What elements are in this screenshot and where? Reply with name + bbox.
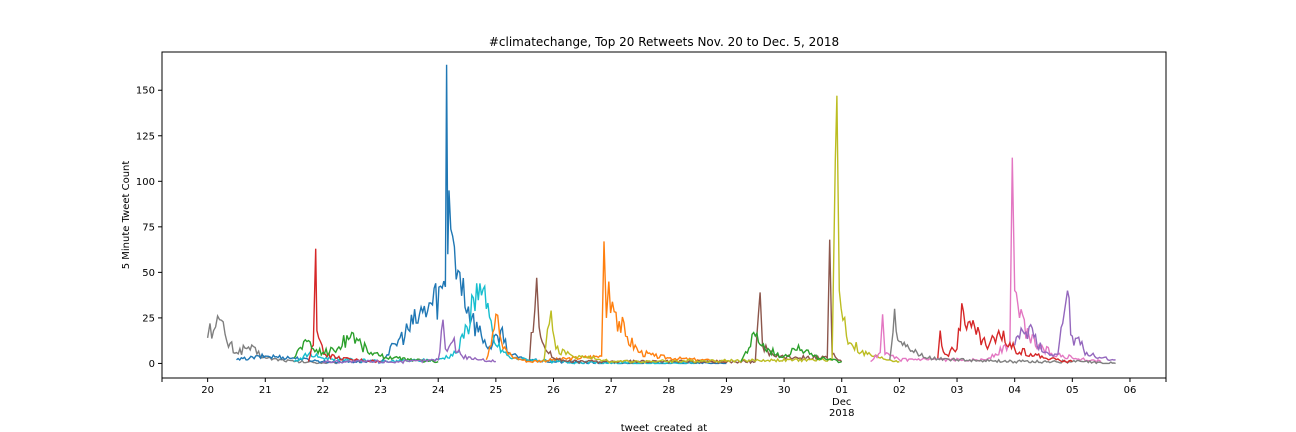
series-line-14: [1014, 290, 1116, 362]
x-tick-label: 28: [662, 385, 675, 396]
x-tick-label: 02: [893, 385, 906, 396]
plot-frame: [161, 51, 1167, 379]
series-line-1: [206, 313, 338, 365]
chart-title: #climatechange, Top 20 Retweets Nov. 20 …: [489, 35, 839, 49]
series-line-3: [293, 283, 698, 365]
series-line-6: [322, 319, 496, 365]
x-tick-label: 20: [201, 385, 214, 396]
x-tick-sublabel: Dec: [832, 397, 851, 408]
plot-area: [206, 64, 1116, 365]
series-line-4: [307, 248, 381, 364]
series-line-5: [293, 331, 439, 364]
x-tick-label: 23: [374, 385, 387, 396]
x-tick-sublabel: 2018: [829, 408, 854, 419]
y-tick-label: 75: [142, 222, 155, 233]
x-tick-label: 05: [1066, 385, 1079, 396]
x-tick-label: 29: [720, 385, 733, 396]
series-line-13: [937, 303, 1073, 364]
x-tick-label: 03: [951, 385, 964, 396]
x-tick-label: 24: [432, 385, 445, 396]
series-line-7: [485, 241, 727, 364]
x-tick-label: 06: [1124, 385, 1137, 396]
x-tick-label: 04: [1008, 385, 1021, 396]
y-tick-label: 25: [142, 313, 155, 324]
x-tick-label: 01: [835, 385, 848, 396]
x-tick-label: 30: [778, 385, 791, 396]
y-tick-label: 50: [142, 268, 155, 279]
series-line-10: [740, 331, 842, 364]
x-tick-label: 21: [259, 385, 272, 396]
y-axis-label: 5 Minute Tweet Count: [121, 161, 132, 270]
y-tick-label: 100: [136, 177, 155, 188]
y-tick-label: 150: [136, 86, 155, 97]
x-tick-label: 26: [547, 385, 560, 396]
series-line-2: [236, 64, 727, 365]
series-line-11: [870, 157, 1102, 364]
x-tick-label: 22: [317, 385, 330, 396]
series-line-12: [889, 308, 1116, 365]
series-line-8: [528, 239, 843, 365]
x-tick-label: 25: [489, 385, 502, 396]
y-tick-label: 125: [136, 131, 155, 142]
series-line-9: [543, 95, 900, 364]
y-tick-label: 0: [149, 359, 155, 370]
x-tick-label: 27: [605, 385, 618, 396]
x-axis-label: tweet_created_at: [621, 423, 708, 432]
y-axis: 0 25 50 75 100 125 150: [136, 86, 162, 370]
